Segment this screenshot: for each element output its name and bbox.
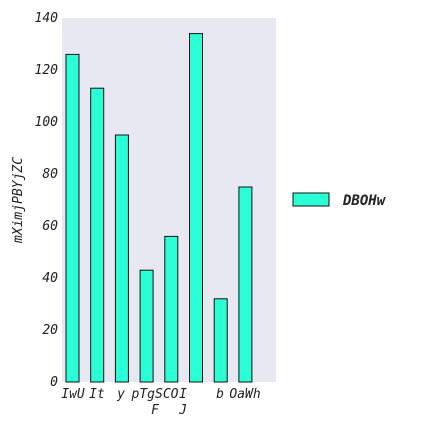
bar-0	[65, 53, 80, 383]
y-tick-label-1: 20	[42, 323, 58, 338]
y-tick-label-5: 100	[35, 115, 59, 130]
bar-3	[139, 269, 154, 383]
x-tick-label-0: IwU	[61, 387, 85, 402]
bar-7	[238, 186, 253, 383]
y-tick-label-2: 40	[42, 271, 58, 286]
y-tick-label-0: 0	[50, 375, 58, 390]
y-axis-title: mXimjPBYjZC	[11, 157, 26, 244]
x-tick-label-2: y	[116, 387, 125, 402]
legend-label: DBOHw	[342, 193, 387, 209]
x-tick-label-3: pTgSCO F	[131, 387, 179, 418]
bar-6	[213, 298, 228, 383]
x-axis-ticks: IwU It y pTgSCO FI J b OaWh	[61, 387, 260, 418]
x-tick-label-6: OaWh	[229, 387, 260, 402]
bar-1	[90, 87, 105, 383]
bar-5	[189, 33, 203, 383]
legend: DBOHw	[292, 192, 387, 209]
bar-4	[164, 235, 179, 383]
y-tick-label-7: 140	[35, 11, 59, 26]
y-tick-label-3: 60	[42, 219, 58, 234]
y-axis-ticks: 0 20 40 60 80 100 120 140	[35, 11, 59, 390]
x-tick-label-5: b	[216, 387, 224, 402]
bar-2	[114, 134, 129, 383]
y-tick-label-4: 80	[42, 167, 58, 182]
x-tick-label-1: It	[89, 387, 105, 402]
legend-swatch	[292, 192, 330, 207]
bars-group	[65, 33, 253, 383]
y-tick-label-6: 120	[35, 63, 59, 78]
